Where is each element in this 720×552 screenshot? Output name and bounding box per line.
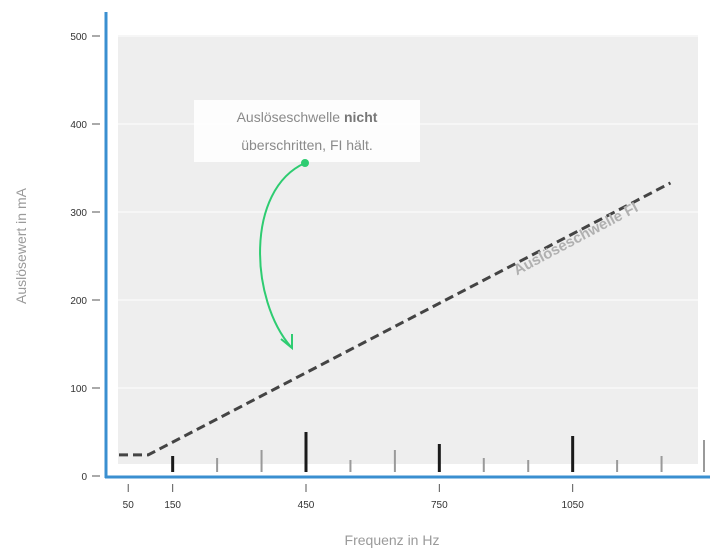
- y-tick-label: 200: [70, 296, 87, 307]
- annotation-normal: Auslöseschwelle: [237, 109, 344, 125]
- x-tick-label: 450: [298, 500, 315, 511]
- harmonic-bar: [571, 436, 575, 472]
- x-tick-label: 50: [123, 500, 135, 511]
- harmonic-bar: [393, 450, 396, 472]
- annotation-arrowhead: [280, 334, 293, 351]
- harmonic-bar: [616, 460, 619, 472]
- series: [119, 181, 672, 457]
- annotation-arrow: [259, 162, 306, 348]
- x-tick-label: 1050: [562, 500, 585, 511]
- harmonic-bar: [171, 456, 175, 472]
- x-tick-label: 750: [431, 500, 448, 511]
- annotation-dot: [301, 159, 309, 167]
- axes: [104, 12, 710, 479]
- harmonic-bar: [437, 444, 441, 472]
- y-tick-label: 300: [70, 208, 87, 219]
- harmonic-bar: [349, 460, 352, 472]
- y-tick-label: 400: [70, 120, 87, 131]
- annotation-line-2: überschritten, FI hält.: [241, 137, 373, 153]
- annotation: Auslöseschwelle nicht überschritten, FI …: [194, 100, 420, 351]
- harmonic-bar: [703, 440, 705, 472]
- x-axis-title: Frequenz in Hz: [345, 532, 440, 548]
- harmonic-bars: [171, 432, 705, 472]
- harmonic-bar: [660, 456, 663, 472]
- y-axis-title: Auslösewert in mA: [13, 187, 29, 304]
- harmonic-bar: [482, 458, 485, 472]
- annotation-box: [194, 100, 420, 162]
- y-tick-label: 0: [81, 472, 87, 483]
- harmonic-bar: [216, 458, 219, 472]
- x-tick-label: 150: [164, 500, 181, 511]
- series-line: [119, 181, 672, 457]
- annotation-line-1: Auslöseschwelle nicht: [237, 109, 378, 125]
- harmonic-bar: [260, 450, 263, 472]
- y-tick-label: 500: [70, 32, 87, 43]
- annotation-bold: nicht: [344, 109, 378, 125]
- harmonic-bar: [304, 432, 308, 472]
- ticks: 0 100 200 300 400 500 50 150 450 750 1050: [70, 32, 584, 511]
- harmonic-bar: [527, 460, 530, 472]
- y-tick-label: 100: [70, 384, 87, 395]
